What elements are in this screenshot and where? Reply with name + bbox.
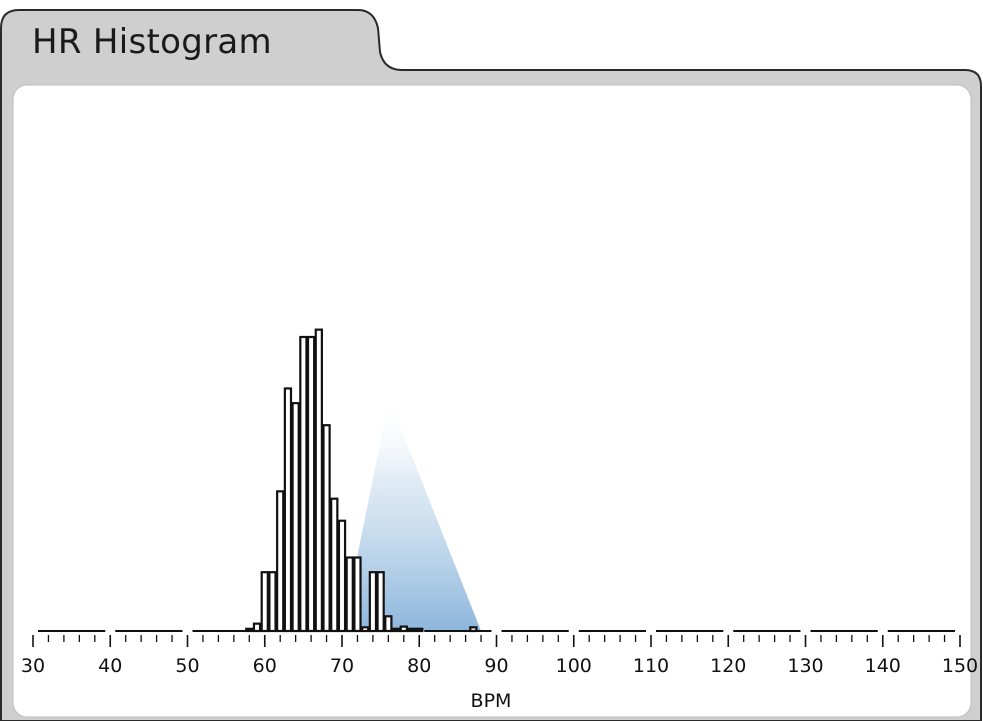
x-tick-label: 100 bbox=[556, 655, 592, 677]
x-tick-labels: 30 40 50 60 70 80 90 100 110 120 130 140 150 bbox=[21, 655, 978, 677]
histogram-bar bbox=[276, 490, 285, 633]
histogram-bar bbox=[322, 424, 331, 633]
histogram-bar bbox=[252, 622, 262, 633]
x-tick-label: 110 bbox=[633, 655, 669, 677]
panel-tab-title[interactable]: HR Histogram bbox=[32, 22, 272, 62]
plot-panel bbox=[12, 84, 972, 718]
histogram-bar bbox=[353, 556, 362, 633]
histogram-bar bbox=[283, 387, 293, 633]
histogram-bar bbox=[306, 335, 316, 633]
x-tick-label: 90 bbox=[484, 655, 508, 677]
x-tick-label: 70 bbox=[330, 655, 354, 677]
histogram-bar bbox=[415, 627, 424, 633]
x-tick-label: 60 bbox=[253, 655, 277, 677]
histogram-bar bbox=[291, 402, 300, 633]
x-tick-label: 120 bbox=[710, 655, 746, 677]
histogram-bar bbox=[260, 571, 269, 633]
histogram-bar bbox=[376, 571, 385, 633]
x-axis bbox=[32, 630, 961, 647]
histogram-bar bbox=[337, 519, 347, 633]
histogram-bar bbox=[384, 615, 393, 633]
x-tick-label: 30 bbox=[21, 655, 45, 677]
histogram-bar bbox=[345, 556, 354, 633]
x-tick-label: 140 bbox=[865, 655, 901, 677]
x-tick-label: 50 bbox=[175, 655, 199, 677]
x-tick-label: 150 bbox=[942, 655, 978, 677]
histogram-bar bbox=[314, 328, 323, 633]
x-tick-label: 130 bbox=[787, 655, 823, 677]
histogram-bar bbox=[330, 497, 339, 633]
histogram-bar bbox=[368, 571, 378, 633]
x-tick-label: 40 bbox=[98, 655, 122, 677]
highlight-range-layer bbox=[342, 399, 482, 631]
histogram-bar bbox=[268, 571, 277, 633]
x-axis-title: BPM bbox=[471, 690, 512, 712]
histogram-bar bbox=[299, 335, 308, 633]
highlight-range-marker bbox=[342, 399, 482, 631]
x-tick-label: 80 bbox=[407, 655, 431, 677]
